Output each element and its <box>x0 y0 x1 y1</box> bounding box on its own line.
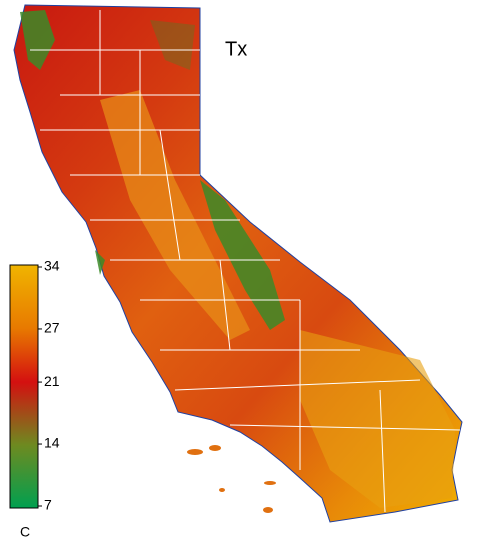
colorbar-tick-label: 21 <box>44 373 60 389</box>
county-lines <box>30 10 461 513</box>
colorbar-tick-label: 7 <box>44 497 52 513</box>
colorbar-unit: C <box>20 524 30 540</box>
colorbar-tick-label: 27 <box>44 320 60 336</box>
islands <box>187 445 276 513</box>
colorbar <box>9 264 39 509</box>
central-valley <box>100 90 250 340</box>
colorbar-tick-label: 34 <box>44 258 60 274</box>
map-title: Tx <box>225 38 247 60</box>
mountain-bands <box>20 10 285 330</box>
colorbar-tick-label: 14 <box>44 435 60 451</box>
desert <box>300 330 455 508</box>
